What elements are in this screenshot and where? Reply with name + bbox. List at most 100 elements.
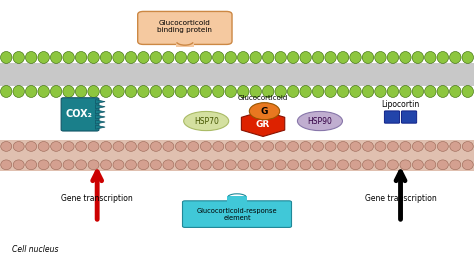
Ellipse shape [400,142,411,151]
Ellipse shape [412,142,423,151]
Ellipse shape [288,142,299,151]
Ellipse shape [163,142,174,151]
Ellipse shape [100,160,111,170]
Ellipse shape [63,52,74,63]
Ellipse shape [350,86,361,97]
Ellipse shape [13,160,24,170]
Ellipse shape [26,160,36,170]
Ellipse shape [188,160,199,170]
Ellipse shape [287,86,299,97]
Ellipse shape [362,52,374,63]
Ellipse shape [375,142,386,151]
Ellipse shape [412,86,424,97]
Ellipse shape [450,142,461,151]
Ellipse shape [50,52,62,63]
Ellipse shape [175,160,186,170]
Ellipse shape [238,160,249,170]
Ellipse shape [462,142,473,151]
Text: Gene transcription: Gene transcription [365,194,437,203]
Ellipse shape [150,160,162,170]
Ellipse shape [425,142,436,151]
Ellipse shape [337,52,349,63]
Ellipse shape [462,86,474,97]
Ellipse shape [63,86,74,97]
Bar [176,40,194,47]
Ellipse shape [437,86,448,97]
Text: HSP70: HSP70 [194,117,219,126]
Ellipse shape [287,52,299,63]
Text: Glucocorticoid: Glucocorticoid [238,95,288,101]
Ellipse shape [350,52,361,63]
Ellipse shape [88,52,99,63]
Ellipse shape [449,52,461,63]
Ellipse shape [125,86,137,97]
FancyBboxPatch shape [182,201,292,227]
Ellipse shape [387,52,399,63]
Polygon shape [96,105,105,109]
Ellipse shape [138,142,149,151]
Ellipse shape [200,86,211,97]
Ellipse shape [13,86,25,97]
Ellipse shape [13,142,24,151]
Ellipse shape [275,160,286,170]
Ellipse shape [212,86,224,97]
Bar [227,196,247,204]
Ellipse shape [1,160,12,170]
Ellipse shape [175,86,187,97]
Ellipse shape [462,52,474,63]
Ellipse shape [126,142,137,151]
Ellipse shape [100,86,112,97]
Polygon shape [96,120,105,124]
Ellipse shape [400,52,411,63]
Ellipse shape [13,52,25,63]
FancyBboxPatch shape [384,111,400,123]
Ellipse shape [213,160,224,170]
FancyBboxPatch shape [61,98,99,131]
Ellipse shape [438,142,448,151]
Ellipse shape [75,142,87,151]
Ellipse shape [298,111,342,131]
Text: G: G [261,107,268,116]
Text: COX₂: COX₂ [66,109,92,119]
Ellipse shape [26,86,37,97]
Ellipse shape [350,160,361,170]
Ellipse shape [237,52,249,63]
Ellipse shape [138,86,149,97]
Ellipse shape [150,52,162,63]
Ellipse shape [300,52,311,63]
Ellipse shape [175,142,186,151]
Polygon shape [96,110,105,114]
Ellipse shape [188,86,199,97]
Ellipse shape [51,142,62,151]
Ellipse shape [63,160,74,170]
Ellipse shape [412,52,424,63]
Ellipse shape [275,86,286,97]
Ellipse shape [163,86,174,97]
Ellipse shape [88,142,99,151]
Ellipse shape [300,160,311,170]
Ellipse shape [300,86,311,97]
Ellipse shape [200,52,211,63]
Ellipse shape [387,142,399,151]
Ellipse shape [26,52,37,63]
Ellipse shape [225,160,236,170]
Ellipse shape [175,52,187,63]
Ellipse shape [263,142,273,151]
Ellipse shape [237,86,249,97]
Ellipse shape [312,52,324,63]
Polygon shape [96,100,105,104]
Ellipse shape [225,52,237,63]
Ellipse shape [113,142,124,151]
Ellipse shape [213,142,224,151]
Ellipse shape [312,142,324,151]
Ellipse shape [150,86,162,97]
Ellipse shape [337,142,348,151]
Text: Glucocorticold
binding protein: Glucocorticold binding protein [157,20,212,33]
Ellipse shape [275,142,286,151]
Ellipse shape [113,160,124,170]
Ellipse shape [300,142,311,151]
Ellipse shape [375,52,386,63]
Ellipse shape [375,86,386,97]
Ellipse shape [75,52,87,63]
Ellipse shape [163,52,174,63]
